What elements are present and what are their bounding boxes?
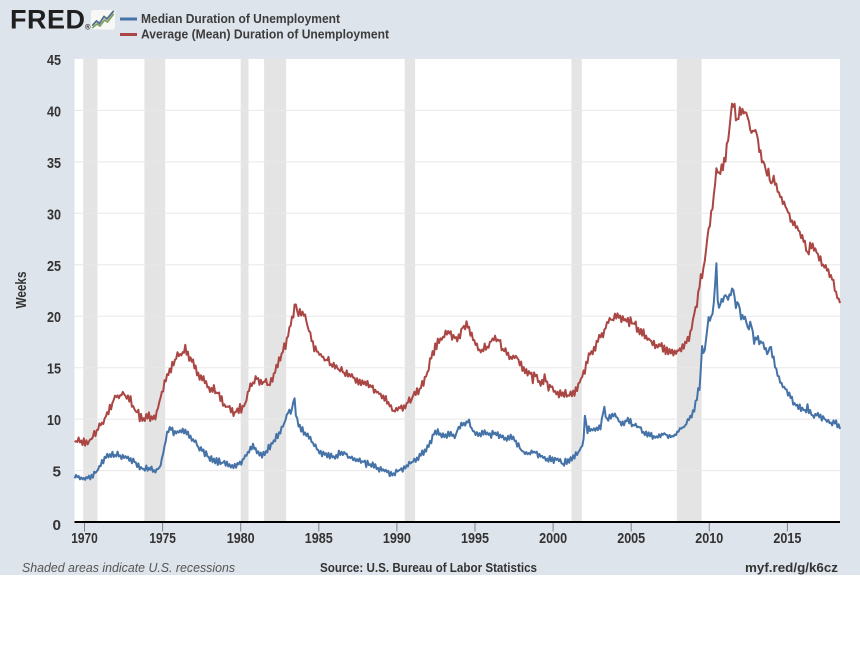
svg-text:®: ® xyxy=(85,23,91,32)
svg-text:1990: 1990 xyxy=(383,530,411,547)
svg-text:2010: 2010 xyxy=(695,530,723,547)
svg-text:0: 0 xyxy=(53,517,62,534)
svg-text:1985: 1985 xyxy=(305,530,333,547)
svg-text:Median Duration of Unemploymen: Median Duration of Unemployment xyxy=(141,11,341,26)
svg-text:10: 10 xyxy=(47,412,61,429)
svg-text:2000: 2000 xyxy=(539,530,567,547)
svg-text:1980: 1980 xyxy=(227,530,255,547)
svg-text:1975: 1975 xyxy=(149,530,176,547)
svg-text:15: 15 xyxy=(47,361,61,378)
svg-text:5: 5 xyxy=(53,464,62,481)
svg-text:2005: 2005 xyxy=(617,530,645,547)
svg-text:myf.red/g/k6cz: myf.red/g/k6cz xyxy=(745,560,839,575)
svg-text:FRED: FRED xyxy=(10,5,86,35)
svg-text:1970: 1970 xyxy=(71,530,98,547)
svg-text:Shaded areas indicate U.S. rec: Shaded areas indicate U.S. recessions xyxy=(22,561,235,575)
svg-text:20: 20 xyxy=(47,309,61,326)
svg-text:25: 25 xyxy=(47,258,61,275)
svg-text:2015: 2015 xyxy=(773,530,801,547)
svg-text:45: 45 xyxy=(47,52,61,69)
svg-text:30: 30 xyxy=(47,206,61,223)
svg-text:Weeks: Weeks xyxy=(13,272,30,309)
svg-text:40: 40 xyxy=(47,103,61,120)
svg-text:Source: U.S. Bureau of Labor S: Source: U.S. Bureau of Labor Statistics xyxy=(320,561,537,575)
svg-text:Average (Mean) Duration of Une: Average (Mean) Duration of Unemployment xyxy=(141,27,390,42)
svg-text:1995: 1995 xyxy=(461,530,489,547)
svg-text:35: 35 xyxy=(47,155,61,172)
